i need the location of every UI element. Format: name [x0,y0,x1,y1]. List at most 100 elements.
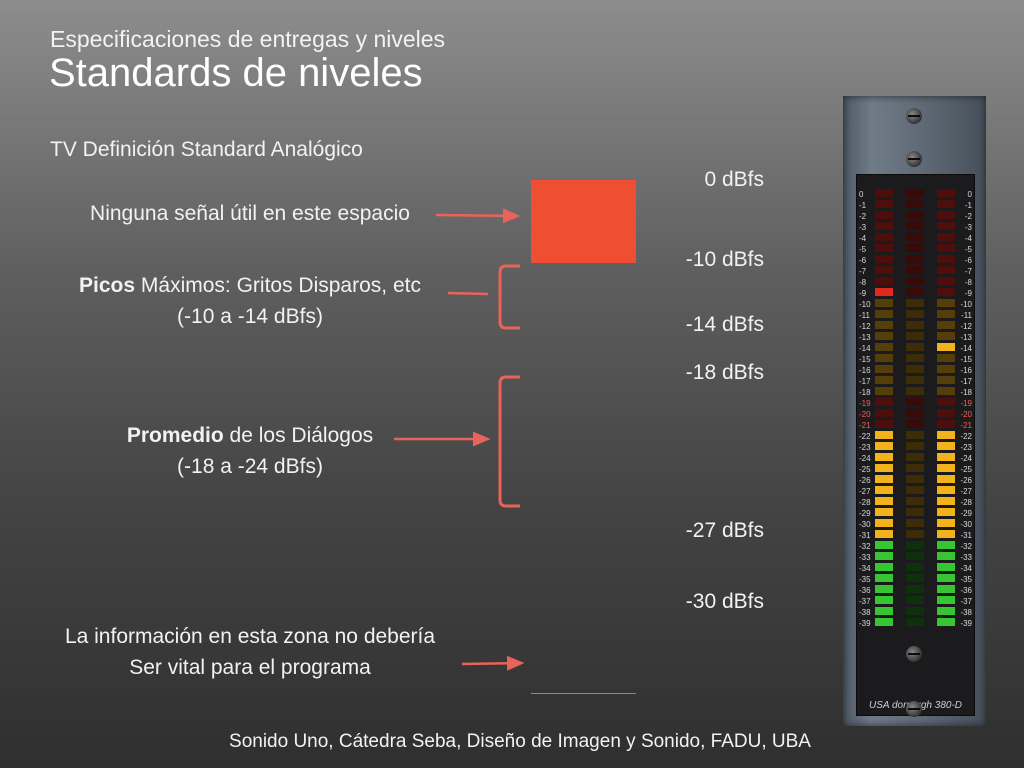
meter-segment [875,321,893,329]
meter-segment [937,365,955,373]
meter-center-segment [906,310,924,318]
meter-scale-label: -5 [965,245,973,254]
meter-scale-label: -39 [859,619,871,628]
meter-scale-label: -31 [960,531,972,540]
meter-scale-label: -20 [960,410,972,419]
meter-segment [937,508,955,516]
meter-center-segment [906,431,924,439]
meter-segment [875,376,893,384]
meter-scale-label: -9 [965,289,973,298]
dialog-rest: de los Diálogos [223,424,374,447]
meter-scale-label: -36 [960,586,972,595]
meter-scale-label: -21 [859,421,871,430]
meter-scale-label: -13 [960,333,972,342]
meter-scale-label: -10 [859,300,871,309]
meter-segment [937,354,955,362]
meter-scale-label: -16 [960,366,972,375]
low-zone-line-2: Ser vital para el programa [129,656,371,679]
meter-graphic: 0 0 -1 -1 -2 -2 -3 -3 -4 -4 -5 -5 -6 -6 -7 -7 -8 -8 -9 -9 -1… [859,189,973,628]
meter-center-segment [906,442,924,450]
meter-segment [937,244,955,252]
meter-segment [875,464,893,472]
meter-segment [937,398,955,406]
meter-scale-label: -9 [859,289,867,298]
meter-scale-label: -25 [960,465,972,474]
meter-segment [937,321,955,329]
meter-scale-label: -1 [859,201,867,210]
meter-scale-label: -26 [859,476,871,485]
dialog-annotation: Promedio de los Diálogos (-18 a -24 dBfs… [50,420,450,482]
level-label-14: -14 dBfs [685,313,764,336]
meter-scale-label: -30 [960,520,972,529]
meter-segment [875,189,893,197]
meter-center-segment [906,299,924,307]
meter-center-segment [906,420,924,428]
meter-segment [937,420,955,428]
meter-segment [937,585,955,593]
meter-scale-label: -8 [965,278,973,287]
meter-scale-label: -16 [859,366,871,375]
meter-scale-label: -39 [960,619,972,628]
meter-segment [937,453,955,461]
meter-scale-label: -17 [960,377,972,386]
meter-segment [875,607,893,615]
meter-segment [937,618,955,626]
meter-scale-label: -11 [961,311,973,320]
meter-scale-label: 0 [859,190,864,199]
meter-scale-label: -10 [960,300,972,309]
meter-scale-label: -27 [960,487,972,496]
meter-segment [937,266,955,274]
meter-scale-label: -28 [859,498,871,507]
meter-segment [875,409,893,417]
meter-scale-label: -3 [965,223,973,232]
meter-center-segment [906,618,924,626]
meter-segment [875,596,893,604]
meter-center-segment [906,211,924,219]
meter-scale-label: -5 [859,245,867,254]
meter-segment [875,310,893,318]
meter-segment [875,530,893,538]
meter-segment [875,420,893,428]
meter-scale-label: -6 [965,256,973,265]
meter-scale-label: -31 [859,531,871,540]
meter-center-segment [906,552,924,560]
meter-center-segment [906,453,924,461]
low-zone-annotation: La información en esta zona no debería S… [40,621,460,683]
meter-scale-label: -13 [859,333,871,342]
meter-scale-label: -32 [859,542,871,551]
meter-center-segment [906,343,924,351]
bracket-dialog [498,375,520,508]
slide-subtitle: Especificaciones de entregas y niveles [50,26,446,52]
meter-segment [937,464,955,472]
screw-icon [906,108,922,124]
meter-segment [937,607,955,615]
meter-scale-label: -19 [960,399,972,408]
meter-center-segment [906,376,924,384]
meter-center-segment [906,409,924,417]
meter-segment [937,376,955,384]
meter-scale-label: -34 [859,564,871,573]
meter-scale-label: -18 [859,388,871,397]
meter-segment [937,310,955,318]
meter-center-segment [906,354,924,362]
meter-center-segment [906,233,924,241]
meter-segment [875,563,893,571]
meter-segment [875,387,893,395]
meter-scale-label: -35 [859,575,871,584]
meter-segment [937,299,955,307]
meter-scale-label: -32 [960,542,972,551]
meter-scale-label: -33 [859,553,871,562]
peaks-rest: Máximos: Gritos Disparos, etc [135,274,421,297]
meter-center-segment [906,266,924,274]
meter-segment [937,541,955,549]
level-label-30: -30 dBfs [685,590,764,613]
meter-center-segment [906,255,924,263]
meter-scale-label: -23 [859,443,871,452]
arrow-peaks [447,291,489,296]
meter-segment [937,574,955,582]
meter-scale-label: -2 [965,212,973,221]
meter-segment [875,200,893,208]
low-zone-line-1: La información en esta zona no debería [64,625,436,648]
meter-scale-label: -22 [859,432,871,441]
